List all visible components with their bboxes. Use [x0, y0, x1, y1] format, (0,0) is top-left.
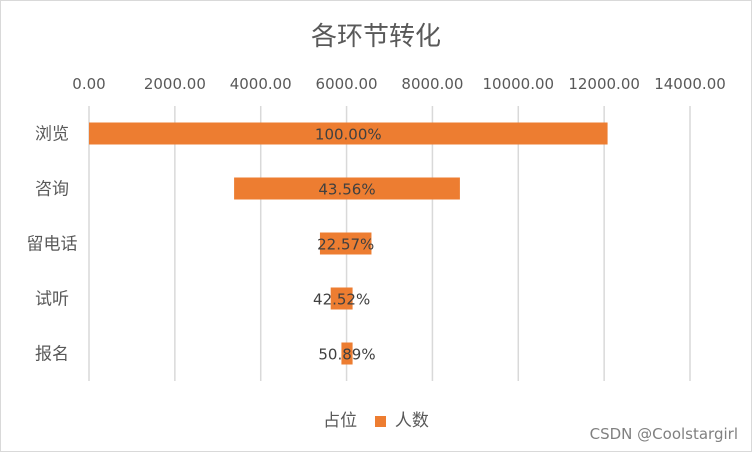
- bar-people: [234, 177, 460, 200]
- legend-item-people: 人数: [394, 411, 429, 431]
- category-label: 咨询: [35, 180, 69, 200]
- legend-swatch-people: [374, 415, 386, 427]
- x-tick-label: 8000.00: [401, 75, 463, 93]
- bar-people: [341, 342, 353, 365]
- bar-people: [319, 232, 372, 255]
- x-tick-label: 2000.00: [144, 75, 206, 93]
- bar-people: [89, 122, 608, 145]
- watermark: CSDN @Coolstargirl: [589, 425, 738, 443]
- data-label: 22.57%: [317, 236, 374, 254]
- x-tick-label: 6000.00: [316, 75, 378, 93]
- x-tick-label: 0.00: [72, 75, 105, 93]
- data-label: 42.52%: [313, 291, 370, 309]
- legend-item-placeholder: 占位: [323, 411, 358, 431]
- category-label: 浏览: [35, 125, 69, 145]
- bar-people: [330, 287, 353, 310]
- category-label: 报名: [35, 345, 69, 365]
- x-tick-label: 10000.00: [482, 75, 554, 93]
- data-label: 50.89%: [318, 346, 375, 364]
- chart-legend: 占位 人数: [0, 406, 752, 431]
- data-label: 100.00%: [315, 126, 382, 144]
- category-label: 试听: [35, 290, 69, 310]
- x-tick-label: 12000.00: [568, 75, 640, 93]
- data-label: 43.56%: [318, 181, 375, 199]
- category-label: 留电话: [27, 235, 78, 255]
- chart-title: 各环节转化: [310, 22, 441, 52]
- x-tick-label: 4000.00: [230, 75, 292, 93]
- x-tick-label: 14000.00: [654, 75, 726, 93]
